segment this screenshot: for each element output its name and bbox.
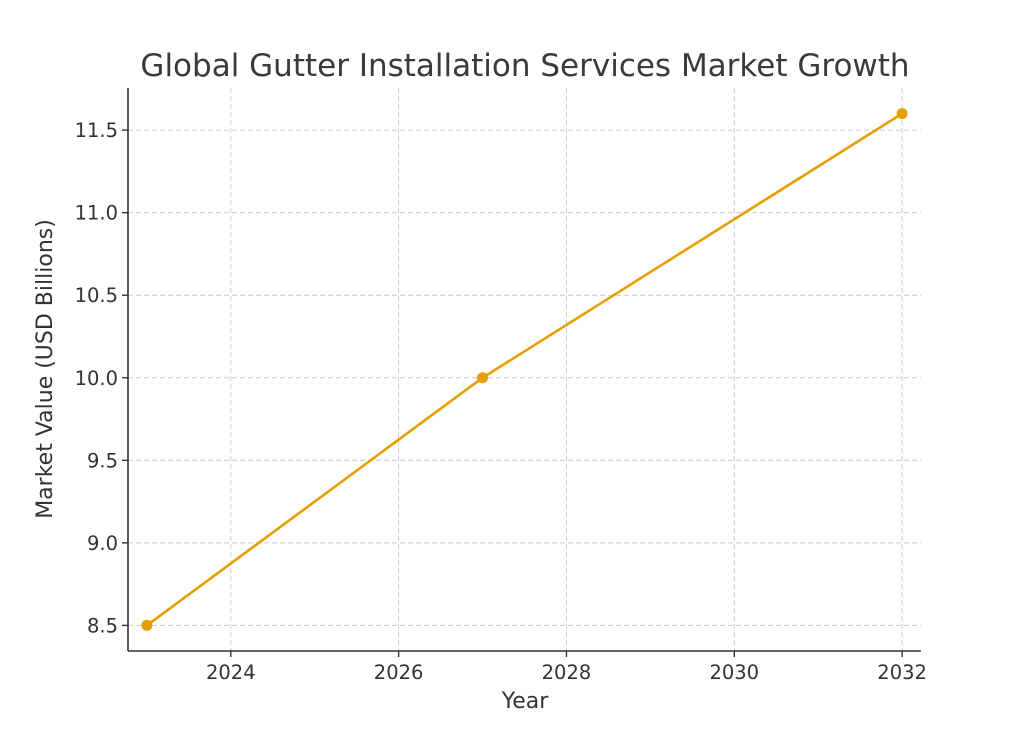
x-tick-label: 2026 xyxy=(374,661,424,684)
series-line xyxy=(145,112,904,627)
x-tick-label: 2030 xyxy=(709,661,759,684)
y-tick-label: 10.0 xyxy=(75,367,118,390)
y-tick-label: 11.0 xyxy=(75,202,118,225)
data-point xyxy=(141,619,153,631)
axes xyxy=(127,88,921,652)
y-tick-label: 11.5 xyxy=(75,119,118,142)
x-tick-label: 2032 xyxy=(877,661,927,684)
grid xyxy=(128,88,921,651)
y-axis-label: Market Value (USD Billions) xyxy=(33,219,58,519)
chart-title: Global Gutter Installation Services Mark… xyxy=(140,48,909,84)
y-tick-label: 8.5 xyxy=(87,614,118,637)
series-layer xyxy=(141,108,908,631)
data-point xyxy=(477,372,489,384)
data-point xyxy=(896,108,908,120)
x-axis-label: Year xyxy=(501,689,550,714)
y-tick-label: 10.5 xyxy=(75,284,118,307)
y-tick-label: 9.0 xyxy=(87,532,118,555)
ticks: 2024 2026 2028 2030 2032 8.5 9.0 9.5 10.0 10.5 11.… xyxy=(75,119,927,684)
x-tick-label: 2028 xyxy=(542,661,592,684)
x-tick-label: 2024 xyxy=(206,661,256,684)
y-tick-label: 9.5 xyxy=(87,449,118,472)
